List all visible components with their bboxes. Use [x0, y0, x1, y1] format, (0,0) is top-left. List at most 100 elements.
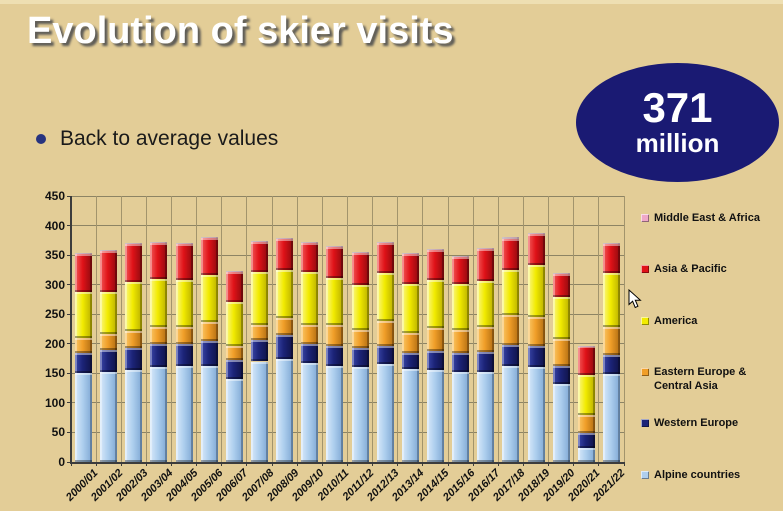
bar-segment-asia-pacific: [452, 256, 470, 285]
bar-segment-western-europe: [477, 352, 495, 373]
bar-segment-middle-east-africa: [301, 242, 319, 244]
bar-segment-alpine-countries: [552, 383, 570, 462]
category-separator: [347, 196, 348, 462]
category-separator: [598, 196, 600, 462]
x-axis-label: 2006/07: [214, 467, 251, 504]
x-axis-label: 2019/20: [541, 467, 578, 504]
bar-segment-middle-east-africa: [351, 252, 369, 254]
x-axis-tick: [497, 462, 499, 466]
bar-segment-western-europe: [401, 353, 419, 369]
x-axis-tick: [70, 462, 72, 466]
x-axis-label: 2017/18: [490, 467, 528, 504]
bar-segment-asia-pacific: [301, 243, 319, 273]
y-axis-tick: [67, 431, 71, 433]
bar-segment-eastern-europe-central-asia: [401, 332, 419, 354]
legend-label: America: [654, 314, 698, 327]
bar-segment-eastern-europe-central-asia: [200, 321, 218, 341]
y-axis-label: 350: [44, 248, 65, 263]
legend-item-america: America: [641, 315, 783, 329]
bar-segment-western-europe: [276, 334, 294, 359]
x-axis-label: 2004/05: [163, 467, 201, 504]
bar-segment-western-europe: [175, 343, 193, 367]
y-axis-label: 250: [44, 307, 65, 322]
x-axis-tick: [145, 462, 147, 466]
bar-segment-alpine-countries: [452, 371, 470, 462]
bar-segment-middle-east-africa: [326, 246, 344, 248]
bar-segment-middle-east-africa: [502, 237, 520, 239]
bar-segment-middle-east-africa: [175, 243, 193, 245]
bullet-item: Back to average values: [36, 127, 278, 151]
legend-color-swatch: [641, 265, 649, 274]
bar-segment-western-europe: [577, 433, 595, 448]
bar-segment-alpine-countries: [251, 361, 269, 462]
bar-segment-eastern-europe-central-asia: [602, 327, 620, 355]
bar-segment-middle-east-africa: [401, 252, 419, 254]
bar-segment-alpine-countries: [276, 358, 294, 462]
x-axis-label: 2014/15: [415, 467, 452, 504]
bar-segment-asia-pacific: [326, 247, 344, 279]
y-axis-tick: [67, 195, 71, 197]
x-axis-label: 2013/14: [390, 467, 427, 504]
bar-segment-alpine-countries: [225, 378, 243, 462]
x-axis-label: 2011/12: [340, 467, 377, 504]
bar-segment-alpine-countries: [502, 365, 520, 462]
legend-label: Asia & Pacific: [654, 263, 727, 276]
x-axis-tick: [171, 462, 173, 466]
bar-segment-alpine-countries: [401, 368, 419, 462]
category-separator: [321, 196, 323, 462]
x-axis-tick: [196, 462, 198, 466]
gridline: [71, 372, 624, 374]
x-axis-label: 2018/19: [515, 467, 553, 504]
legend-label: Alpine countries: [654, 468, 741, 481]
x-axis-tick: [598, 462, 600, 466]
legend-item-alpine-countries: Alpine countries: [641, 469, 783, 483]
category-separator: [573, 196, 575, 462]
bar-segment-america: [602, 273, 620, 328]
total-badge: 371 million: [576, 63, 779, 182]
bar-segment-alpine-countries: [75, 373, 93, 462]
y-axis-tick: [67, 402, 71, 404]
legend-item-asia-pacific: Asia & Pacific: [641, 263, 783, 277]
gridline: [71, 284, 624, 286]
bar-segment-asia-pacific: [150, 243, 168, 280]
bar-segment-alpine-countries: [200, 365, 218, 462]
x-axis-tick: [271, 462, 273, 466]
category-separator: [296, 196, 298, 462]
y-axis-line: [70, 196, 72, 464]
bar-segment-western-europe: [351, 347, 369, 368]
top-strip: [0, 0, 783, 4]
category-separator: [372, 196, 374, 462]
gridline: [71, 195, 624, 197]
bar-segment-western-europe: [527, 346, 545, 368]
bar-segment-asia-pacific: [477, 249, 495, 282]
bar-segment-middle-east-africa: [150, 242, 168, 244]
x-axis-line: [70, 462, 625, 464]
category-separator: [221, 196, 223, 462]
x-axis-label: 2015/16: [440, 467, 478, 504]
bar-segment-western-europe: [452, 353, 470, 372]
y-axis-tick: [67, 372, 71, 374]
bar-segment-asia-pacific: [527, 233, 545, 266]
x-axis-label: 2008/09: [264, 467, 302, 504]
bar-segment-western-europe: [552, 365, 570, 384]
legend-color-swatch: [641, 367, 649, 376]
y-axis-tick: [67, 313, 71, 315]
bar-segment-america: [301, 272, 319, 326]
bar-segment-alpine-countries: [376, 364, 394, 462]
bar-segment-eastern-europe-central-asia: [527, 316, 545, 347]
gridline: [71, 343, 624, 345]
y-axis-label: 400: [44, 218, 65, 233]
x-axis-tick: [321, 462, 323, 466]
x-axis-tick: [623, 462, 625, 466]
bar-segment-eastern-europe-central-asia: [75, 338, 93, 354]
legend-color-swatch: [641, 316, 649, 325]
bar-segment-america: [100, 291, 118, 335]
bullet-icon: [36, 134, 46, 144]
gridline: [71, 431, 624, 433]
x-axis-tick: [246, 462, 248, 466]
legend-label: Middle East & Africa: [654, 212, 760, 224]
legend-label: Eastern Europe & Central Asia: [654, 365, 747, 392]
category-separator: [196, 196, 198, 462]
y-axis-tick: [67, 461, 71, 463]
gridline: [71, 461, 624, 463]
